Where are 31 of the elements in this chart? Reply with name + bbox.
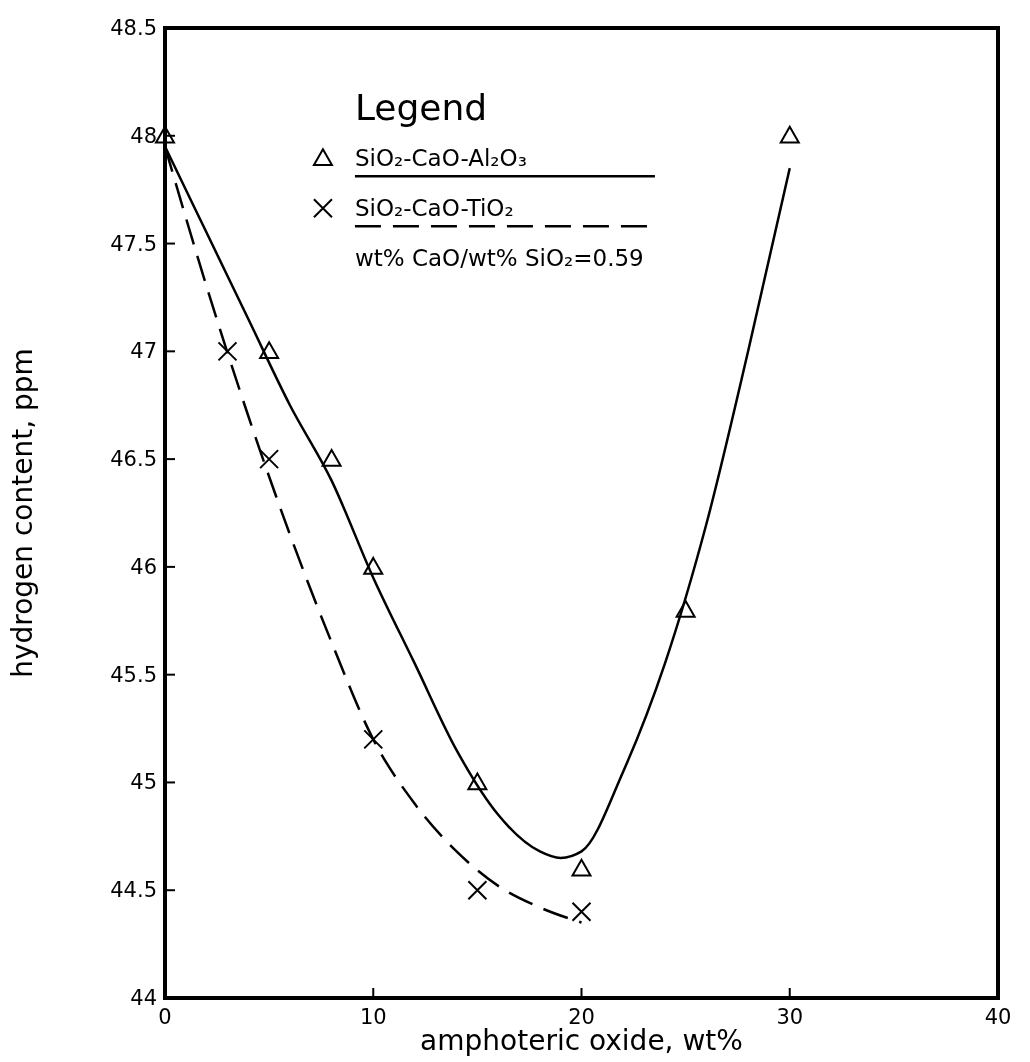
point <box>217 341 238 362</box>
point <box>467 880 488 901</box>
point <box>675 600 696 618</box>
legend-label: SiO₂-CaO-Al₂O₃ <box>354 145 527 172</box>
y-tick-label: 44 <box>130 986 157 1010</box>
annotation: wt% CaO/wt% SiO₂=0.59 <box>354 245 644 272</box>
y-tick-label: 44.5 <box>110 878 157 903</box>
y-tick-label: 45.5 <box>110 662 157 687</box>
x-tick-label: 10 <box>359 1005 387 1029</box>
point <box>571 901 592 922</box>
y-tick-label: 47 <box>130 339 157 364</box>
y-tick-label: 45 <box>130 770 157 795</box>
y-tick-label: 47.5 <box>110 231 157 256</box>
y-tick-label: 48 <box>130 123 157 148</box>
point <box>467 772 488 791</box>
point <box>259 449 280 470</box>
point <box>321 449 342 467</box>
y-tick-label: 46.5 <box>110 447 157 472</box>
legend-title: Legend <box>354 87 488 129</box>
y-tick-label: 48.5 <box>110 16 157 40</box>
point <box>571 858 592 877</box>
y-axis-title: hydrogen content, ppm <box>6 348 39 678</box>
x-tick-label: 40 <box>984 1005 1012 1029</box>
x-tick-label: 0 <box>158 1005 172 1029</box>
point <box>363 556 384 575</box>
point <box>363 729 384 750</box>
x-tick-label: 30 <box>776 1005 804 1029</box>
legend-label: SiO₂-CaO-TiO₂ <box>354 195 514 222</box>
point <box>259 341 280 360</box>
y-tick-label: 46 <box>130 554 157 579</box>
point <box>779 125 800 144</box>
